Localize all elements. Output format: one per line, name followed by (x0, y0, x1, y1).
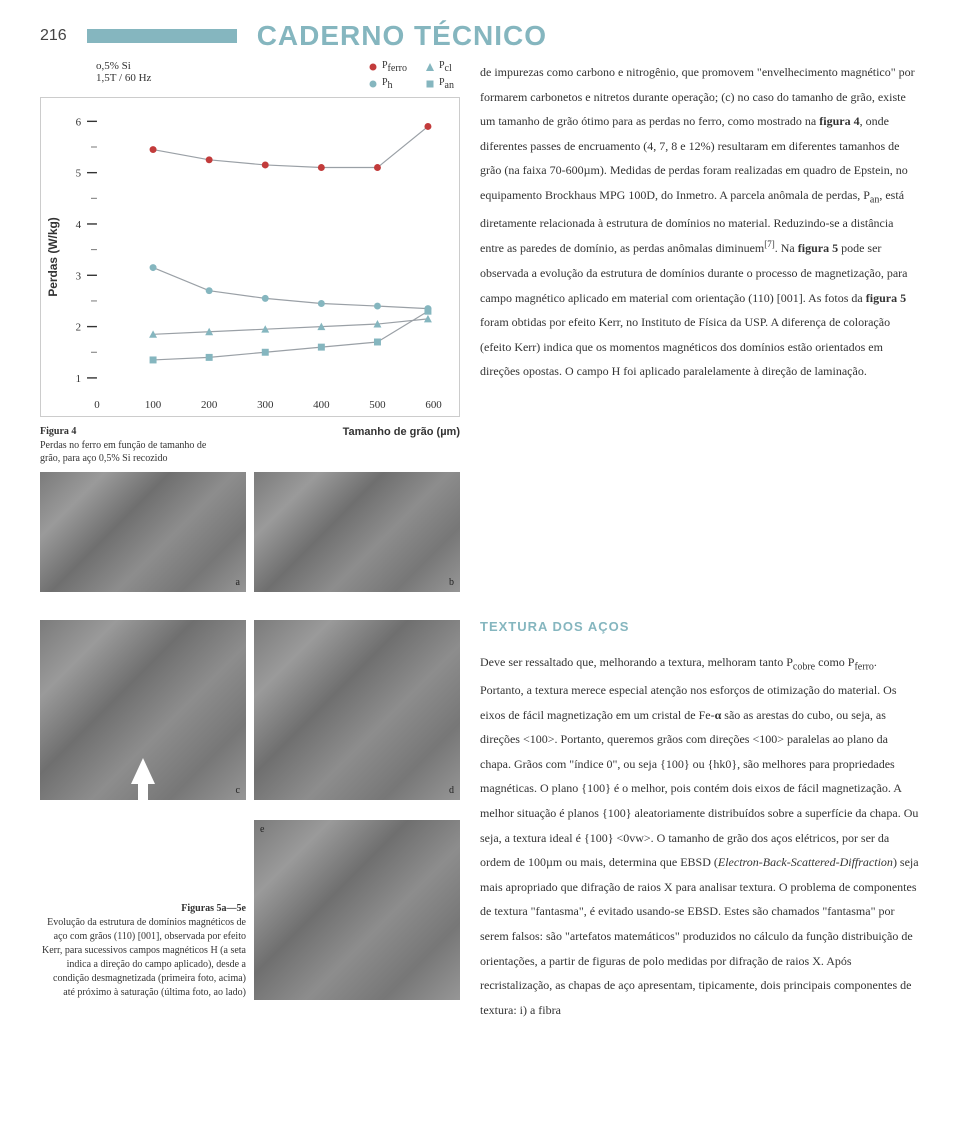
fig5-body: Evolução da estrutura de domínios magnét… (42, 917, 246, 998)
subsection-title: TEXTURA DOS AÇOS (480, 614, 920, 641)
svg-text:1: 1 (76, 373, 81, 385)
fig4-title: Figura 4 (40, 425, 220, 439)
micrograph-a: a (40, 472, 246, 592)
micrograph-e: e (254, 820, 460, 1000)
legend-col-2: Pcl Pan (425, 60, 454, 91)
paragraph-2: Deve ser ressaltado que, melhorando a te… (480, 650, 920, 1022)
section-title: CADERNO TÉCNICO (257, 20, 547, 52)
fig4-body: Perdas no ferro em função de tamanho de … (40, 440, 206, 465)
field-direction-arrow-icon (131, 758, 155, 784)
sample-line-1: o,5% Si (96, 60, 151, 72)
svg-text:200: 200 (201, 399, 218, 411)
x-axis-label: Tamanho de grão (µm) (343, 425, 460, 440)
perdas-chart: 1 2 3 4 5 6 0 100 200 300 400 500 600 Perdas (W/kg) (40, 97, 460, 417)
legend-pcl: Pcl (425, 60, 454, 74)
accent-bar (87, 29, 237, 43)
upper-row: o,5% Si 1,5T / 60 Hz Pferro Ph Pcl Pan 1… (40, 60, 920, 592)
svg-text:0: 0 (94, 399, 100, 411)
figure-4-caption: Figura 4 Perdas no ferro em função de ta… (40, 425, 460, 466)
svg-text:300: 300 (257, 399, 274, 411)
tag-a: a (236, 577, 240, 588)
legend-col-1: Pferro Ph (368, 60, 407, 91)
page-header: 216 CADERNO TÉCNICO (40, 20, 920, 52)
chart-legend: Pferro Ph Pcl Pan (368, 60, 454, 91)
micrograph-b: b (254, 472, 460, 592)
svg-text:400: 400 (313, 399, 330, 411)
chart-column: o,5% Si 1,5T / 60 Hz Pferro Ph Pcl Pan 1… (40, 60, 460, 592)
tag-c: c (236, 785, 240, 796)
svg-text:Perdas (W/kg): Perdas (W/kg) (46, 217, 60, 296)
paragraph-1: de impurezas como carbono e nitrogênio, … (480, 60, 920, 384)
svg-text:6: 6 (76, 116, 82, 128)
body-text-lower: TEXTURA DOS AÇOS Deve ser ressaltado que… (480, 614, 920, 1023)
tag-d: d (449, 785, 454, 796)
figure-5-caption: Figuras 5a—5e Evolução da estrutura de d… (40, 902, 246, 1000)
tag-b: b (449, 577, 454, 588)
fig5-title: Figuras 5a—5e (40, 902, 246, 916)
svg-text:3: 3 (76, 270, 82, 282)
svg-text:100: 100 (145, 399, 162, 411)
micrograph-row-cd: c d (40, 620, 460, 800)
tag-e: e (260, 824, 264, 835)
micrograph-c: c (40, 620, 246, 800)
svg-text:600: 600 (425, 399, 442, 411)
legend-pferro: Pferro (368, 60, 407, 74)
sample-line-2: 1,5T / 60 Hz (96, 72, 151, 84)
legend-pan: Pan (425, 77, 454, 91)
svg-text:5: 5 (76, 168, 82, 180)
lower-left-column: c d Figuras 5a—5e Evolução da estrutura … (40, 614, 460, 1023)
legend-ph: Ph (368, 77, 407, 91)
chart-meta: o,5% Si 1,5T / 60 Hz Pferro Ph Pcl Pan (40, 60, 460, 91)
svg-text:2: 2 (76, 322, 81, 334)
micrograph-d: d (254, 620, 460, 800)
svg-text:4: 4 (76, 219, 82, 231)
svg-text:500: 500 (369, 399, 386, 411)
chart-sample-label: o,5% Si 1,5T / 60 Hz (96, 60, 151, 91)
body-text-upper: de impurezas como carbono e nitrogênio, … (480, 60, 920, 592)
lower-row: c d Figuras 5a—5e Evolução da estrutura … (40, 614, 920, 1023)
micrograph-row-ab: a b (40, 472, 460, 592)
chart-svg: 1 2 3 4 5 6 0 100 200 300 400 500 600 Perdas (W/kg) (41, 98, 459, 416)
page-number: 216 (40, 27, 67, 45)
